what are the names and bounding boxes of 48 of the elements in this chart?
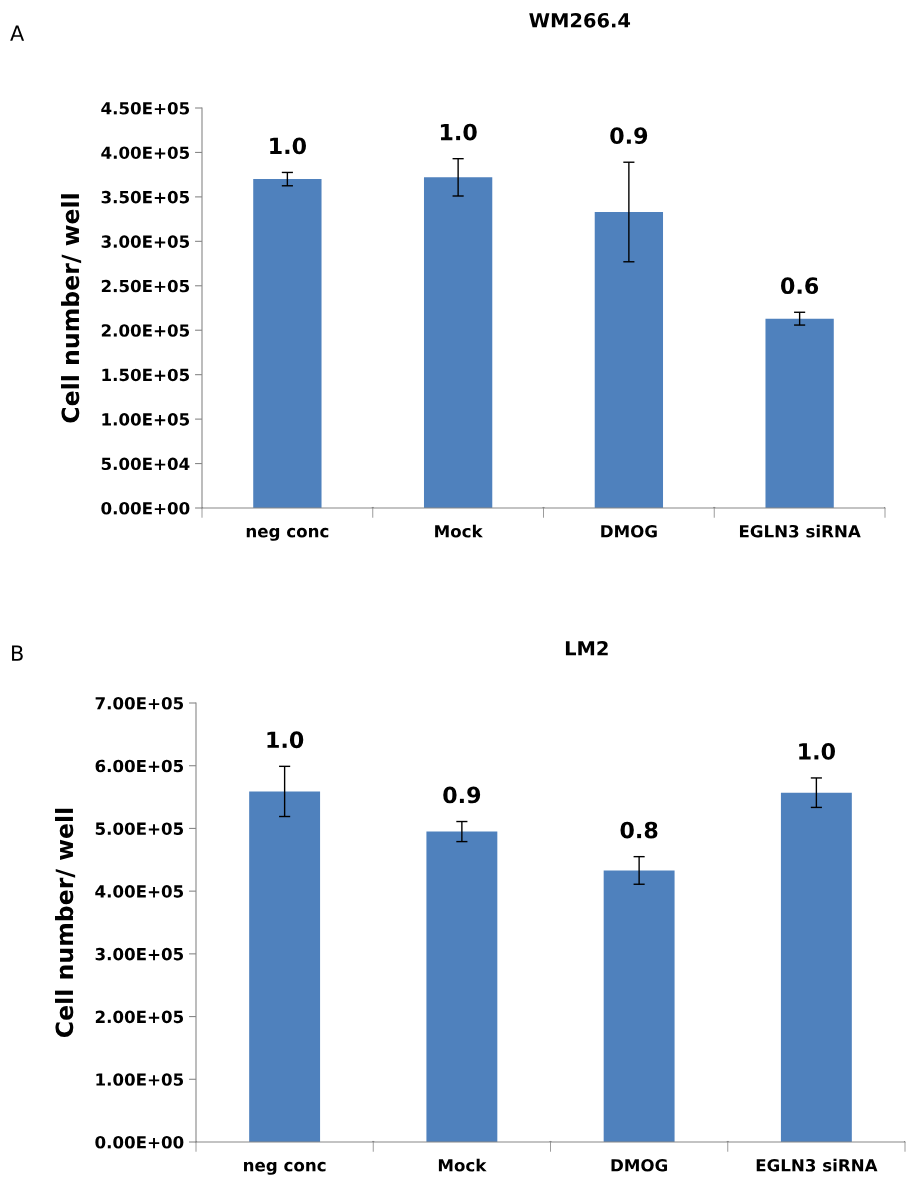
y-tick-label: 4.00E+05	[95, 885, 184, 898]
bar	[253, 179, 322, 508]
y-tick-label: 5.00E+05	[95, 822, 184, 835]
x-tick-label: DMOG	[601, 524, 657, 538]
y-tick-label: 4.50E+05	[101, 101, 190, 115]
annotation: 1.0	[440, 123, 477, 141]
x-tick-label: EGLN3 siRNA	[756, 1158, 878, 1172]
y-tick-label: 6.00E+05	[95, 759, 184, 773]
bar	[249, 791, 321, 1142]
y-tick-label: 5.00E+04	[101, 457, 190, 471]
y-tick-label: 1.00E+05	[102, 413, 190, 426]
y-tick-label: 1.00E+05	[96, 1073, 184, 1086]
chart-title: WM266.4	[529, 12, 631, 28]
bar	[426, 831, 498, 1142]
annotation: 1.0	[799, 742, 835, 760]
y-tick-label: 3.00E+05	[101, 235, 190, 248]
y-axis-title: Cell number/ well	[61, 194, 82, 423]
y-tick-label: 2.50E+05	[101, 279, 190, 293]
bar	[780, 792, 852, 1142]
annotation: 0.9	[610, 127, 648, 145]
text: A	[10, 25, 25, 41]
annotation: 0.8	[620, 821, 658, 839]
y-tick-label: 0.00E+00	[95, 1135, 184, 1149]
bar	[594, 212, 664, 508]
y-tick-label: 2.00E+05	[95, 1010, 184, 1024]
y-tick-label: 4.00E+05	[101, 146, 190, 160]
y-tick-label: 3.00E+05	[95, 947, 184, 961]
y-axis-title: Cell number/ well	[55, 808, 76, 1038]
x-tick-label: neg conc	[246, 527, 329, 541]
bar	[765, 318, 834, 508]
annotation: 0.6	[781, 277, 819, 295]
y-tick-label: 0.00E+00	[101, 501, 190, 515]
annotation: 0.9	[443, 786, 481, 804]
x-tick-label: EGLN3 siRNA	[739, 524, 861, 538]
x-tick-label: neg conc	[244, 1161, 326, 1175]
annotation: 1.0	[267, 731, 304, 749]
x-tick-label: Mock	[435, 524, 483, 538]
x-tick-label: Mock	[438, 1158, 487, 1172]
text: B	[12, 645, 23, 661]
y-tick-label: 7.00E+05	[95, 696, 184, 710]
chart-title: LM2	[565, 640, 608, 656]
y-tick-label: 1.50E+05	[102, 368, 190, 382]
bar	[603, 870, 675, 1142]
y-tick-label: 3.50E+05	[101, 190, 190, 204]
bar	[423, 177, 493, 508]
y-tick-label: 2.00E+05	[101, 324, 190, 337]
annotation: 1.0	[270, 137, 306, 155]
x-tick-label: DMOG	[611, 1158, 668, 1172]
